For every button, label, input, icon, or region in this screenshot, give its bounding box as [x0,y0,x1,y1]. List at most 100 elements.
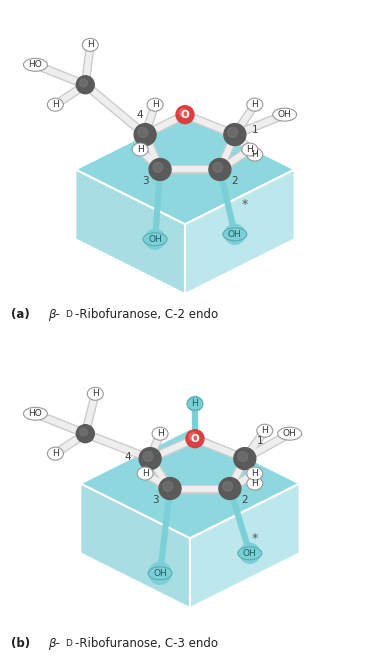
Circle shape [238,451,248,461]
Text: H: H [52,449,59,458]
Ellipse shape [247,467,263,480]
Text: H: H [87,40,94,49]
Ellipse shape [148,567,172,580]
Circle shape [240,544,260,563]
Text: OH: OH [243,549,257,558]
Text: H: H [251,469,258,478]
Circle shape [149,159,171,180]
Text: -Ribofuranose, C-3 endo: -Ribofuranose, C-3 endo [75,636,218,649]
Ellipse shape [47,447,63,460]
Text: H: H [251,150,258,159]
Ellipse shape [152,427,168,440]
Circle shape [134,124,156,145]
Text: H: H [246,145,253,154]
Text: OH: OH [153,569,167,578]
Circle shape [143,451,153,461]
Circle shape [153,163,163,172]
Circle shape [149,563,171,584]
Circle shape [76,424,94,443]
Text: 1: 1 [256,436,263,445]
Text: O: O [191,434,199,443]
Text: H: H [192,399,198,408]
Ellipse shape [273,108,297,121]
Circle shape [213,163,223,172]
Circle shape [189,433,197,441]
Ellipse shape [257,424,273,437]
Text: O: O [181,110,189,120]
Ellipse shape [23,407,47,420]
Circle shape [179,109,187,117]
Polygon shape [80,429,300,538]
Circle shape [228,128,238,138]
Text: H: H [137,145,144,154]
Circle shape [138,128,148,138]
Ellipse shape [47,98,63,111]
Circle shape [159,478,181,499]
Text: *: * [242,198,248,211]
Text: 4: 4 [125,451,131,462]
Text: H: H [152,100,158,109]
Ellipse shape [23,59,47,71]
Ellipse shape [132,143,148,156]
Text: H: H [142,469,148,478]
Circle shape [80,428,88,436]
Circle shape [224,124,246,145]
Text: HO: HO [28,61,42,69]
Text: H: H [157,429,164,438]
Circle shape [219,478,241,499]
Circle shape [225,224,245,244]
Circle shape [80,79,88,87]
Text: HO: HO [28,409,42,418]
Circle shape [186,430,204,447]
Circle shape [209,159,231,180]
Text: β-: β- [48,307,60,320]
Text: OH: OH [148,235,162,243]
Text: OH: OH [278,110,292,119]
Text: -Ribofuranose, C-2 endo: -Ribofuranose, C-2 endo [75,307,218,320]
Text: OH: OH [283,429,297,438]
Polygon shape [75,170,185,294]
Text: D: D [65,638,72,647]
Text: (a): (a) [10,307,29,320]
Circle shape [188,396,202,411]
Text: OH: OH [228,230,242,239]
Polygon shape [190,484,300,608]
Ellipse shape [137,467,153,480]
Circle shape [145,229,165,249]
Ellipse shape [147,98,163,111]
Text: 4: 4 [137,110,144,120]
Text: H: H [261,426,268,435]
Ellipse shape [247,148,263,161]
Text: H: H [52,100,59,109]
Text: *: * [252,532,258,545]
Text: H: H [251,479,258,488]
Text: (b): (b) [10,636,30,649]
Circle shape [234,447,256,470]
Ellipse shape [87,388,103,400]
Ellipse shape [82,38,98,51]
Ellipse shape [223,228,247,241]
Text: 3: 3 [152,495,158,505]
Ellipse shape [247,98,263,111]
Ellipse shape [143,233,167,245]
Circle shape [163,482,173,492]
Circle shape [223,482,233,492]
Ellipse shape [247,477,263,490]
Circle shape [139,447,161,470]
Ellipse shape [187,397,203,410]
Circle shape [176,106,194,124]
Text: D: D [65,309,72,318]
Polygon shape [75,114,295,224]
Ellipse shape [242,143,258,156]
Polygon shape [185,170,295,294]
Ellipse shape [238,547,262,560]
Text: 2: 2 [242,495,248,505]
Polygon shape [80,484,190,608]
Text: 1: 1 [252,124,258,135]
Text: 2: 2 [232,176,238,186]
Text: 3: 3 [142,176,148,186]
Text: β-: β- [48,636,60,649]
Text: H: H [251,100,258,109]
Circle shape [76,76,94,93]
Text: H: H [92,390,99,398]
